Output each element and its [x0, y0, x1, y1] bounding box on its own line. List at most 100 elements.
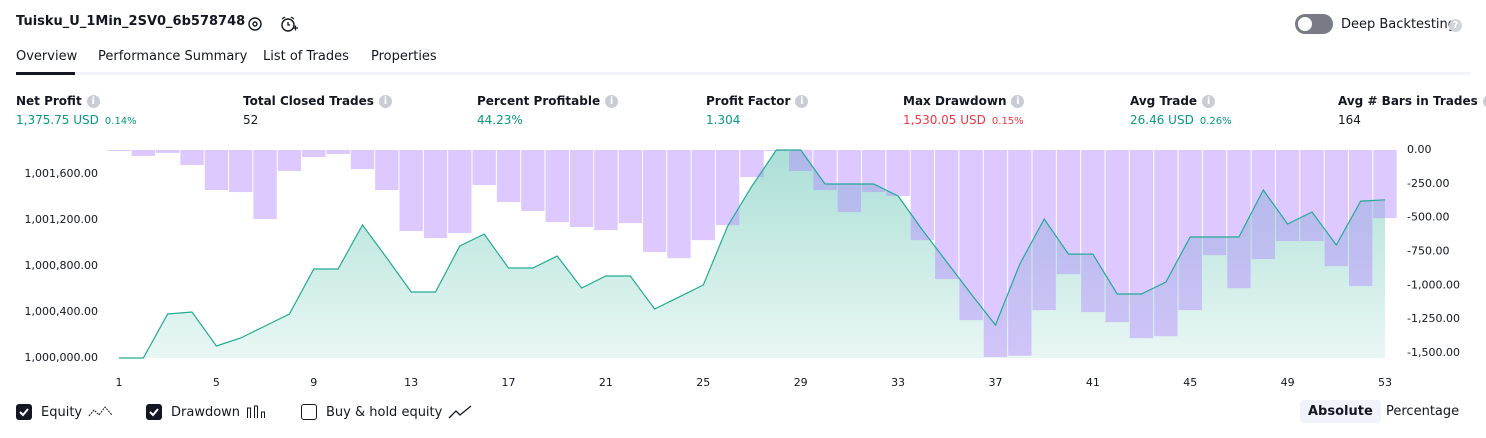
x-tick-label: 53: [1378, 376, 1392, 389]
drawdown-bar: [983, 150, 1008, 358]
x-tick-label: 37: [988, 376, 1002, 389]
x-tick-label: 25: [696, 376, 710, 389]
legend-label: Drawdown: [171, 404, 241, 420]
drawdown-bar: [886, 150, 910, 197]
x-tick-label: 29: [794, 376, 808, 389]
drawdown-bar: [545, 150, 569, 223]
drawdown-toggle[interactable]: Drawdown: [146, 404, 268, 420]
drawdown-bar: [1373, 150, 1397, 219]
checkbox[interactable]: [16, 404, 32, 420]
drawdown-bar: [642, 150, 667, 253]
deep-backtesting-label: Deep Backtesting: [1341, 17, 1457, 32]
drawdown-bar: [837, 150, 862, 213]
chart: 1,000,000.00 1,000,400.00 1,000,800.00 1,00…: [25, 143, 1460, 389]
drawdown-bar: [1154, 150, 1178, 337]
metric-value: 1,530.05 USD 0.15%: [903, 113, 1024, 127]
metric-value: 1.304: [706, 113, 740, 127]
y-tick-label: 1,000,400.00: [25, 305, 98, 318]
tab[interactable]: List of Trades: [263, 49, 349, 64]
drawdown-bar: [472, 150, 496, 186]
mode-button[interactable]: Absolute: [1300, 400, 1381, 423]
drawdown-bar: [253, 150, 277, 220]
info-icon[interactable]: i: [1202, 95, 1216, 108]
drawdown-bar: [910, 150, 935, 241]
metric-label-text: Max Drawdown: [903, 94, 1007, 108]
metric-value-text: 52: [243, 113, 259, 127]
drawdown-bar: [496, 150, 521, 203]
y-tick-label: 1,000,000.00: [25, 351, 98, 364]
drawdown-bar: [375, 150, 399, 191]
drawdown-bar: [1032, 150, 1056, 311]
metric-value-text: 1,375.75 USD: [16, 113, 99, 127]
drawdown-bar: [204, 150, 229, 191]
metric-value-text: 164: [1338, 113, 1361, 127]
drawdown-bar: [399, 150, 423, 232]
metric-label: Total Closed Trades i: [243, 94, 392, 108]
drawdown-bar: [740, 150, 764, 178]
x-tick-label: 41: [1086, 376, 1100, 389]
tab[interactable]: Performance Summary: [98, 49, 248, 64]
x-tick-label: 21: [599, 376, 613, 389]
metric-value-text: 44.23%: [477, 113, 523, 127]
drawdown-bar: [1056, 150, 1081, 275]
x-tick-label: 1: [116, 376, 123, 389]
legend-label: Equity: [41, 404, 83, 420]
tab[interactable]: Properties: [371, 49, 437, 64]
y2-tick-label: -500.00: [1407, 211, 1449, 224]
x-tick-label: 5: [213, 376, 220, 389]
settings-icon[interactable]: [246, 15, 264, 33]
metric-value-text: 1.304: [706, 113, 741, 127]
drawdown-bar: [156, 150, 180, 153]
drawdown-bar: [180, 150, 204, 166]
metric-label: Max Drawdown i: [903, 94, 1025, 108]
metric-label: Percent Profitable i: [477, 94, 619, 108]
drawdown-bar: [350, 150, 375, 170]
y2-tick-label: 0.00: [1407, 143, 1432, 156]
tab[interactable]: Overview: [16, 49, 78, 64]
metric-percent: 0.14%: [104, 116, 137, 127]
y2-tick-label: -1,000.00: [1407, 278, 1460, 291]
info-icon[interactable]: i: [1482, 95, 1486, 108]
info-icon[interactable]: i: [378, 95, 392, 108]
help-icon[interactable]: ?: [1449, 19, 1462, 32]
info-icon[interactable]: i: [605, 95, 619, 108]
equity-area: [119, 150, 1385, 358]
checkbox[interactable]: [301, 404, 317, 420]
checkbox[interactable]: [146, 404, 162, 420]
drawdown-bar: [131, 150, 156, 156]
metric-value: 52: [243, 113, 258, 127]
drawdown-bar: [326, 150, 350, 155]
info-icon[interactable]: i: [86, 95, 100, 108]
drawdown-bar: [1129, 150, 1154, 339]
info-icon[interactable]: i: [1011, 95, 1025, 108]
mode-button[interactable]: Percentage: [1386, 404, 1460, 419]
tab-divider: [16, 72, 1470, 75]
deep-backtesting-toggle[interactable]: [1295, 14, 1333, 34]
drawdown-bar: [691, 150, 715, 241]
drawdown-bar: [569, 150, 594, 228]
info-icon[interactable]: i: [795, 95, 809, 108]
metric-label: Avg Trade i: [1130, 94, 1216, 108]
metric-value-text: 1,530.05 USD: [903, 113, 986, 127]
drawdown-bar: [107, 150, 131, 151]
metric-label: Avg # Bars in Trades i: [1338, 94, 1486, 108]
drawdown-bar: [715, 150, 740, 226]
drawdown-bar: [1081, 150, 1105, 313]
drawdown-bar: [423, 150, 448, 239]
metric-value: 164: [1338, 113, 1361, 127]
drawdown-bar: [1178, 150, 1202, 311]
buy-hold-toggle[interactable]: Buy & hold equity: [301, 404, 472, 420]
y2-tick-label: -1,500.00: [1407, 346, 1460, 359]
metric-value-text: 26.46 USD: [1130, 113, 1194, 127]
alert-icon[interactable]: [279, 14, 299, 34]
drawdown-bar: [1300, 150, 1324, 242]
drawdown-bar: [789, 150, 813, 171]
x-tick-label: 49: [1281, 376, 1295, 389]
drawdown-bar: [1324, 150, 1348, 267]
drawdown-bar: [448, 150, 472, 234]
active-tab-indicator: [16, 72, 75, 75]
equity-toggle[interactable]: Equity: [16, 404, 114, 420]
metric-label-text: Profit Factor: [706, 94, 791, 108]
drawdown-bar: [935, 150, 959, 280]
x-tick-label: 33: [891, 376, 905, 389]
